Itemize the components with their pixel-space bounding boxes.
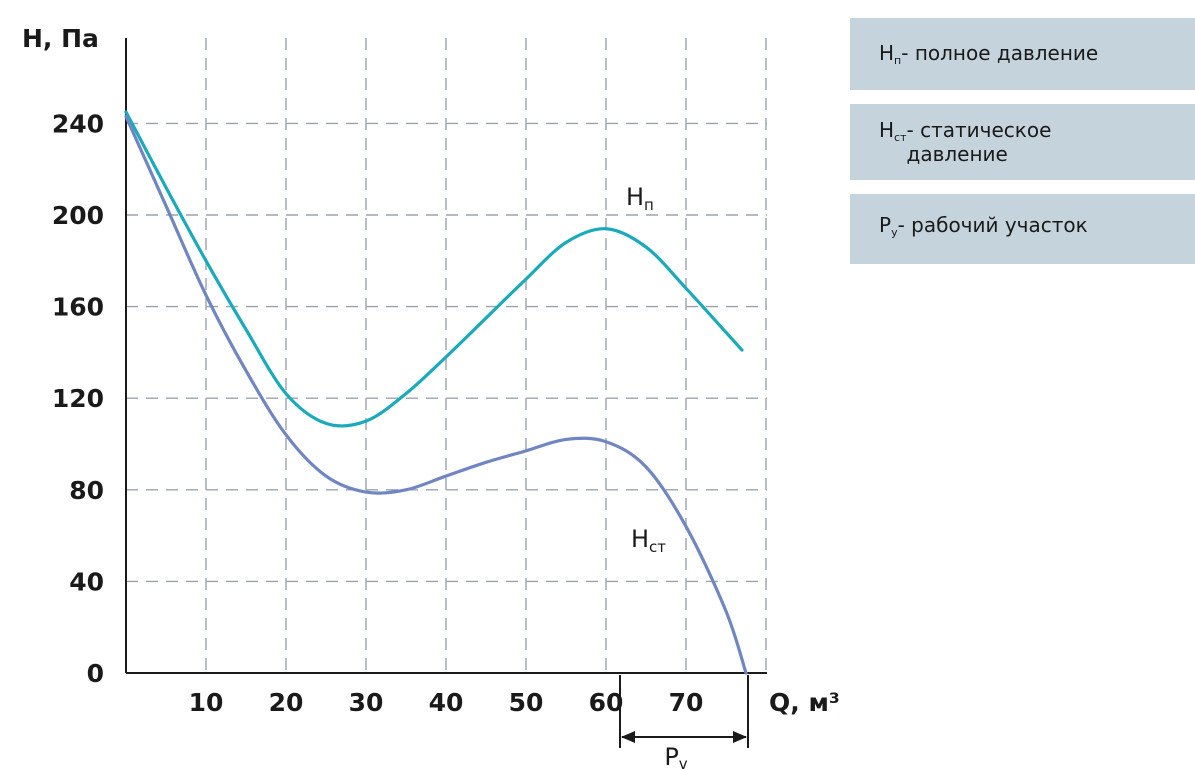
y-tick-label: 120 (52, 384, 104, 413)
legend-symbol: Hп (879, 41, 902, 67)
y-tick-label: 160 (52, 293, 104, 322)
axes (125, 38, 767, 674)
static-pressure-label: Hст (631, 525, 666, 556)
grid (126, 38, 767, 673)
y-tick-label: 200 (52, 201, 104, 230)
legend-item-total-pressure: Hп - полное давление (850, 18, 1195, 90)
working-range-marker: Pv (619, 675, 749, 769)
y-tick-label: 80 (69, 476, 104, 505)
legend-item-working-range: Pу - рабочий участок (850, 194, 1195, 264)
y-axis-title: H, Па (22, 24, 99, 53)
legend-text: - рабочий участок (897, 213, 1088, 237)
legend-item-static-pressure: Hст - статическое давление (850, 104, 1195, 180)
x-tick-label: 50 (509, 688, 544, 717)
legend-symbol: Hст (879, 118, 907, 144)
x-tick-label: 10 (189, 688, 224, 717)
y-tick-label: 40 (69, 567, 104, 596)
x-axis-title: Q, м³/ч (769, 688, 840, 717)
total-pressure-label: Hп (626, 183, 654, 214)
legend-text: - полное давление (901, 41, 1099, 65)
x-tick-label: 20 (269, 688, 304, 717)
curves (124, 110, 748, 675)
legend-text: - статическое давление (906, 118, 1052, 166)
legend-symbol: Pу (879, 213, 898, 239)
tick-labels: 10 20 30 40 50 60 70 0 40 80 120 160 200 240 H, Па Q, м… (22, 24, 840, 717)
curve-labels: Hп Hст (626, 183, 666, 556)
y-tick-label: 0 (87, 659, 104, 688)
range-label: Pv (664, 743, 687, 769)
y-tick-label: 240 (52, 109, 104, 138)
range-arrow-right-head (733, 731, 747, 743)
static-pressure-curve (124, 114, 748, 675)
x-tick-label: 30 (349, 688, 384, 717)
x-tick-label: 70 (669, 688, 704, 717)
pressure-flow-chart: 10 20 30 40 50 60 70 0 40 80 120 160 200 240 H, Па Q, м… (22, 24, 840, 769)
range-arrow-left-head (621, 731, 635, 743)
x-tick-label: 60 (589, 688, 624, 717)
x-tick-label: 40 (429, 688, 464, 717)
total-pressure-curve (124, 110, 744, 428)
